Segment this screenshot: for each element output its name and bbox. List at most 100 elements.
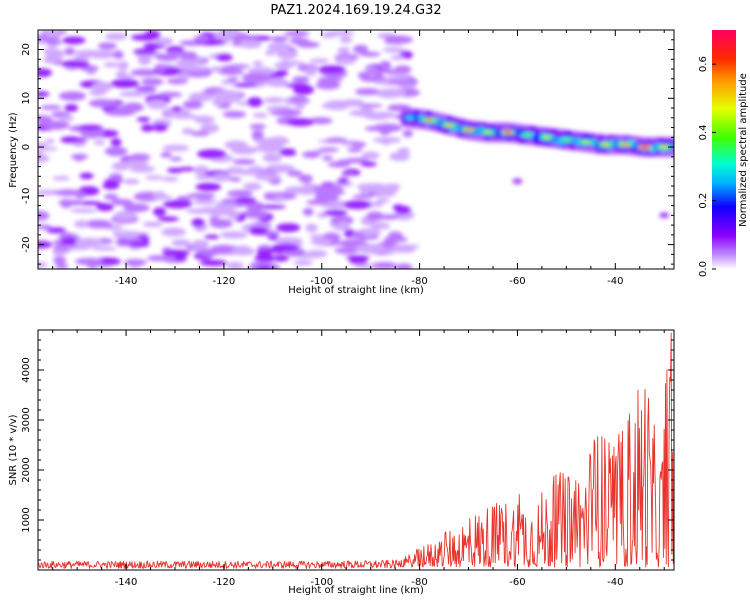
heatmap-cell <box>108 173 123 181</box>
y-tick-label: 1000 <box>21 507 32 532</box>
heatmap-cell <box>359 186 370 197</box>
heatmap-cell <box>361 151 380 160</box>
heatmap-cell <box>61 237 80 247</box>
snr-ticks: -140 -120 -100 -80 -60 -40 1000 2000 3000 4000 <box>21 329 674 588</box>
snr-series-line <box>38 332 674 569</box>
heatmap-cell <box>58 91 87 101</box>
heatmap-cell <box>144 175 164 180</box>
heatmap-cell <box>229 177 242 182</box>
heatmap-cell <box>353 44 369 54</box>
heatmap-cell <box>252 60 263 67</box>
heatmap-cell <box>337 221 349 230</box>
heatmap-cell <box>360 51 381 57</box>
y-tick-label: 20 <box>21 43 32 56</box>
heatmap-cell <box>247 97 263 107</box>
heatmap-cell <box>286 118 315 127</box>
heatmap-cell <box>110 78 140 89</box>
heatmap-cell <box>141 78 164 86</box>
x-tick-label: -80 <box>411 276 427 287</box>
heatmap-cell <box>252 112 268 118</box>
heatmap-cell <box>314 192 340 202</box>
x-tick-label: -60 <box>509 577 525 588</box>
heatmap-cell <box>390 244 414 253</box>
heatmap-cell <box>323 209 348 216</box>
heatmap-cell <box>309 234 325 239</box>
heatmap-cell <box>372 262 397 269</box>
heatmap-cell <box>38 91 50 97</box>
heatmap-cell <box>170 156 183 162</box>
heatmap-cell <box>445 123 453 127</box>
heatmap-cell <box>67 137 88 143</box>
heatmap-cell <box>128 153 151 161</box>
heatmap-cell <box>581 140 590 144</box>
heatmap-cell <box>317 77 344 82</box>
heatmap-cell <box>321 200 349 209</box>
heatmap-cell <box>340 172 355 177</box>
heatmap-cell <box>210 66 223 73</box>
heatmap-cell <box>337 177 349 184</box>
heatmap-cell <box>322 155 334 161</box>
heatmap-cell <box>64 47 76 56</box>
heatmap-cell <box>190 131 210 137</box>
heatmap-cell <box>271 36 289 42</box>
heatmap-cell <box>274 61 295 69</box>
colorbar-label: Normalized spectral amplitude <box>738 73 749 227</box>
heatmap-cell <box>218 68 244 75</box>
heatmap-cell <box>601 143 610 147</box>
heatmap-cell <box>208 31 238 37</box>
heatmap-cell <box>191 218 205 228</box>
heatmap-cell <box>284 186 310 194</box>
heatmap-cell <box>215 53 233 62</box>
heatmap-cell <box>562 138 571 142</box>
heatmap-cell <box>248 165 265 173</box>
heatmap-cell <box>389 152 410 162</box>
heatmap-cell <box>122 102 144 113</box>
heatmap-cell <box>78 124 103 131</box>
heatmap-cell <box>660 145 669 149</box>
heatmap-cell <box>123 259 147 266</box>
heatmap-cell <box>61 60 90 68</box>
heatmap-cell <box>46 227 67 234</box>
heatmap-cell <box>379 60 392 71</box>
heatmap-cell <box>348 110 375 117</box>
heatmap-cell <box>144 30 161 40</box>
heatmap-cell <box>102 181 120 190</box>
y-tick-label: 3000 <box>21 407 32 432</box>
heatmap-cell <box>640 145 649 149</box>
heatmap-cell <box>355 243 386 254</box>
heatmap-cell <box>129 165 156 173</box>
spectrogram-frame <box>37 29 675 270</box>
heatmap-cell <box>395 263 413 269</box>
heatmap-cell <box>209 218 233 229</box>
heatmap-cell <box>379 214 399 220</box>
heatmap-cell <box>38 146 59 151</box>
heatmap-cell <box>302 207 314 216</box>
heatmap-cell <box>88 99 117 108</box>
heatmap-cell <box>182 100 203 110</box>
heatmap-cell <box>305 223 318 233</box>
heatmap-cell <box>130 68 160 77</box>
spectrogram-ylabel: Frequency (Hz) <box>8 112 19 188</box>
heatmap-cell <box>38 210 50 221</box>
heatmap-cell <box>226 190 254 197</box>
heatmap-cell <box>336 159 352 165</box>
heatmap-cell <box>195 175 213 180</box>
heatmap-cell <box>104 109 135 116</box>
heatmap-cell <box>321 103 342 109</box>
heatmap-cell <box>111 198 134 206</box>
heatmap-cell <box>133 48 157 55</box>
heatmap-cell <box>165 46 185 53</box>
heatmap-cell <box>104 193 119 200</box>
colorbar-tick-label: 0.2 <box>698 193 709 209</box>
x-tick-label: -60 <box>509 276 525 287</box>
heatmap-cell <box>352 194 373 199</box>
heatmap-cell <box>252 35 272 41</box>
heatmap-cell <box>372 137 402 143</box>
heatmap-cell <box>197 149 227 159</box>
heatmap-cell <box>298 174 313 183</box>
heatmap-cell <box>334 57 356 65</box>
heatmap-cell <box>309 58 330 64</box>
heatmap-cell <box>376 198 390 203</box>
snr-ylabel: SNR (10 * v/v) <box>8 414 19 485</box>
heatmap-cell <box>44 138 56 144</box>
